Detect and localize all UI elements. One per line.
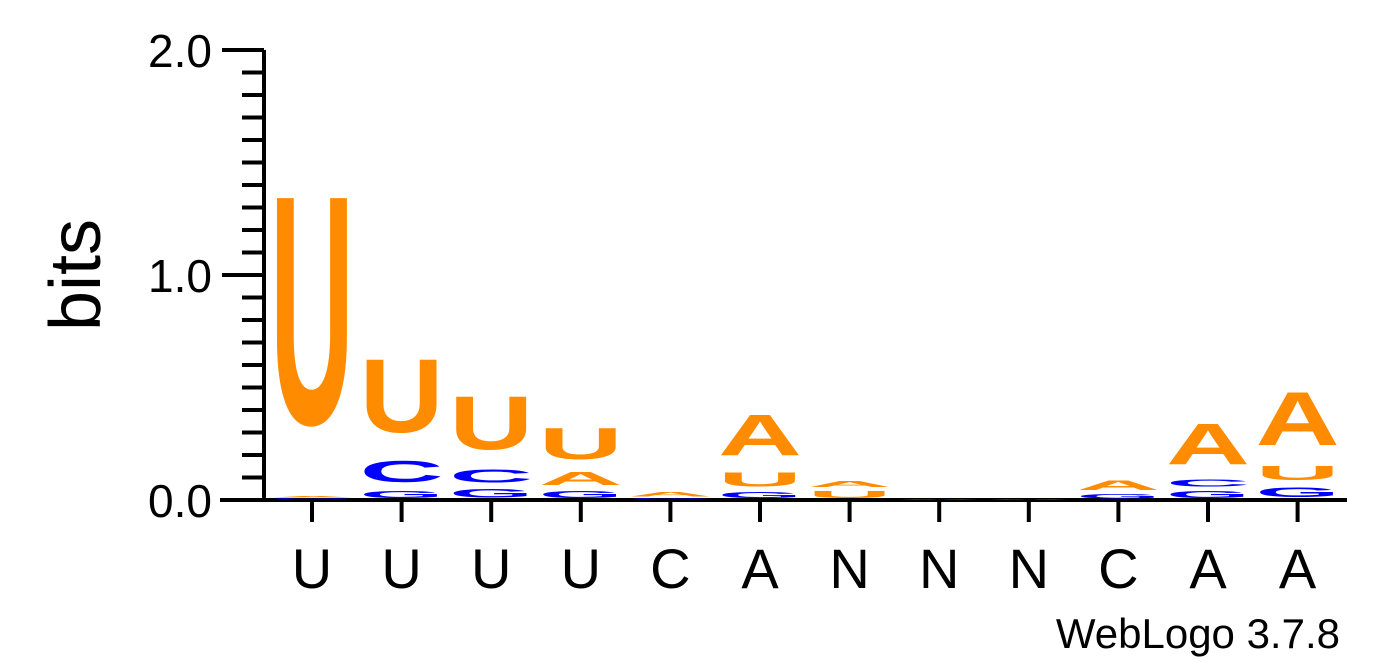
logo-letter-A: A [1076,477,1160,493]
position-label: U [381,537,421,600]
position-label: N [919,537,959,600]
logo-letter-U: U [808,489,892,500]
position-label: N [1009,537,1049,600]
logo-letter-U: U [270,129,354,494]
logo-letter-A: A [628,491,712,498]
position-label: C [650,537,690,600]
y-ticks: 0.0 1.0 2.0 [148,25,264,527]
position-label: U [292,537,332,600]
y-tick-label: 1.0 [148,250,212,302]
logo-letter-C: C [1166,478,1250,489]
logo-letter-G: G [539,489,623,500]
position-label: U [561,537,601,600]
logo-letter-U: U [449,380,533,465]
logo-letter-G: G [360,489,444,500]
logo-letter-C: C [360,455,444,489]
logo-letter-A: A [270,496,354,498]
y-axis-title: bits [36,219,116,331]
logo-letter-A: A [1256,376,1340,461]
logo-letter-U: U [1256,462,1340,485]
logo-letter-C: C [449,466,533,486]
logo-letter-A: A [808,480,892,489]
logo-letter-G: G [1166,489,1250,500]
y-tick-label: 0.0 [148,475,212,527]
position-label: A [1279,537,1317,600]
logo-letter-A: A [539,468,623,488]
position-label: N [829,537,869,600]
logo-letter-G: G [1256,484,1340,500]
logo-letter-G: G [718,491,802,500]
weblogo-credit: WebLogo 3.7.8 [1056,610,1340,657]
position-label: C [1098,537,1138,600]
logo-letter-G: G [270,498,354,500]
logo-letter-U: U [360,338,444,454]
logo-letter-A: A [718,404,802,469]
logo-letter-G: G [449,487,533,500]
logo-letter-A: A [897,499,981,500]
logo-letter-G: G [1076,493,1160,500]
logo-letter-U: U [718,468,802,491]
logo-letter-G: G [628,498,712,500]
y-tick-label: 2.0 [148,25,212,77]
logo-letter-U: U [539,419,623,469]
position-label: U [471,537,511,600]
logo-letter-A: A [1166,413,1250,478]
position-label: A [741,537,779,600]
position-label: A [1189,537,1227,600]
logo-letter-A: A [987,499,1071,500]
